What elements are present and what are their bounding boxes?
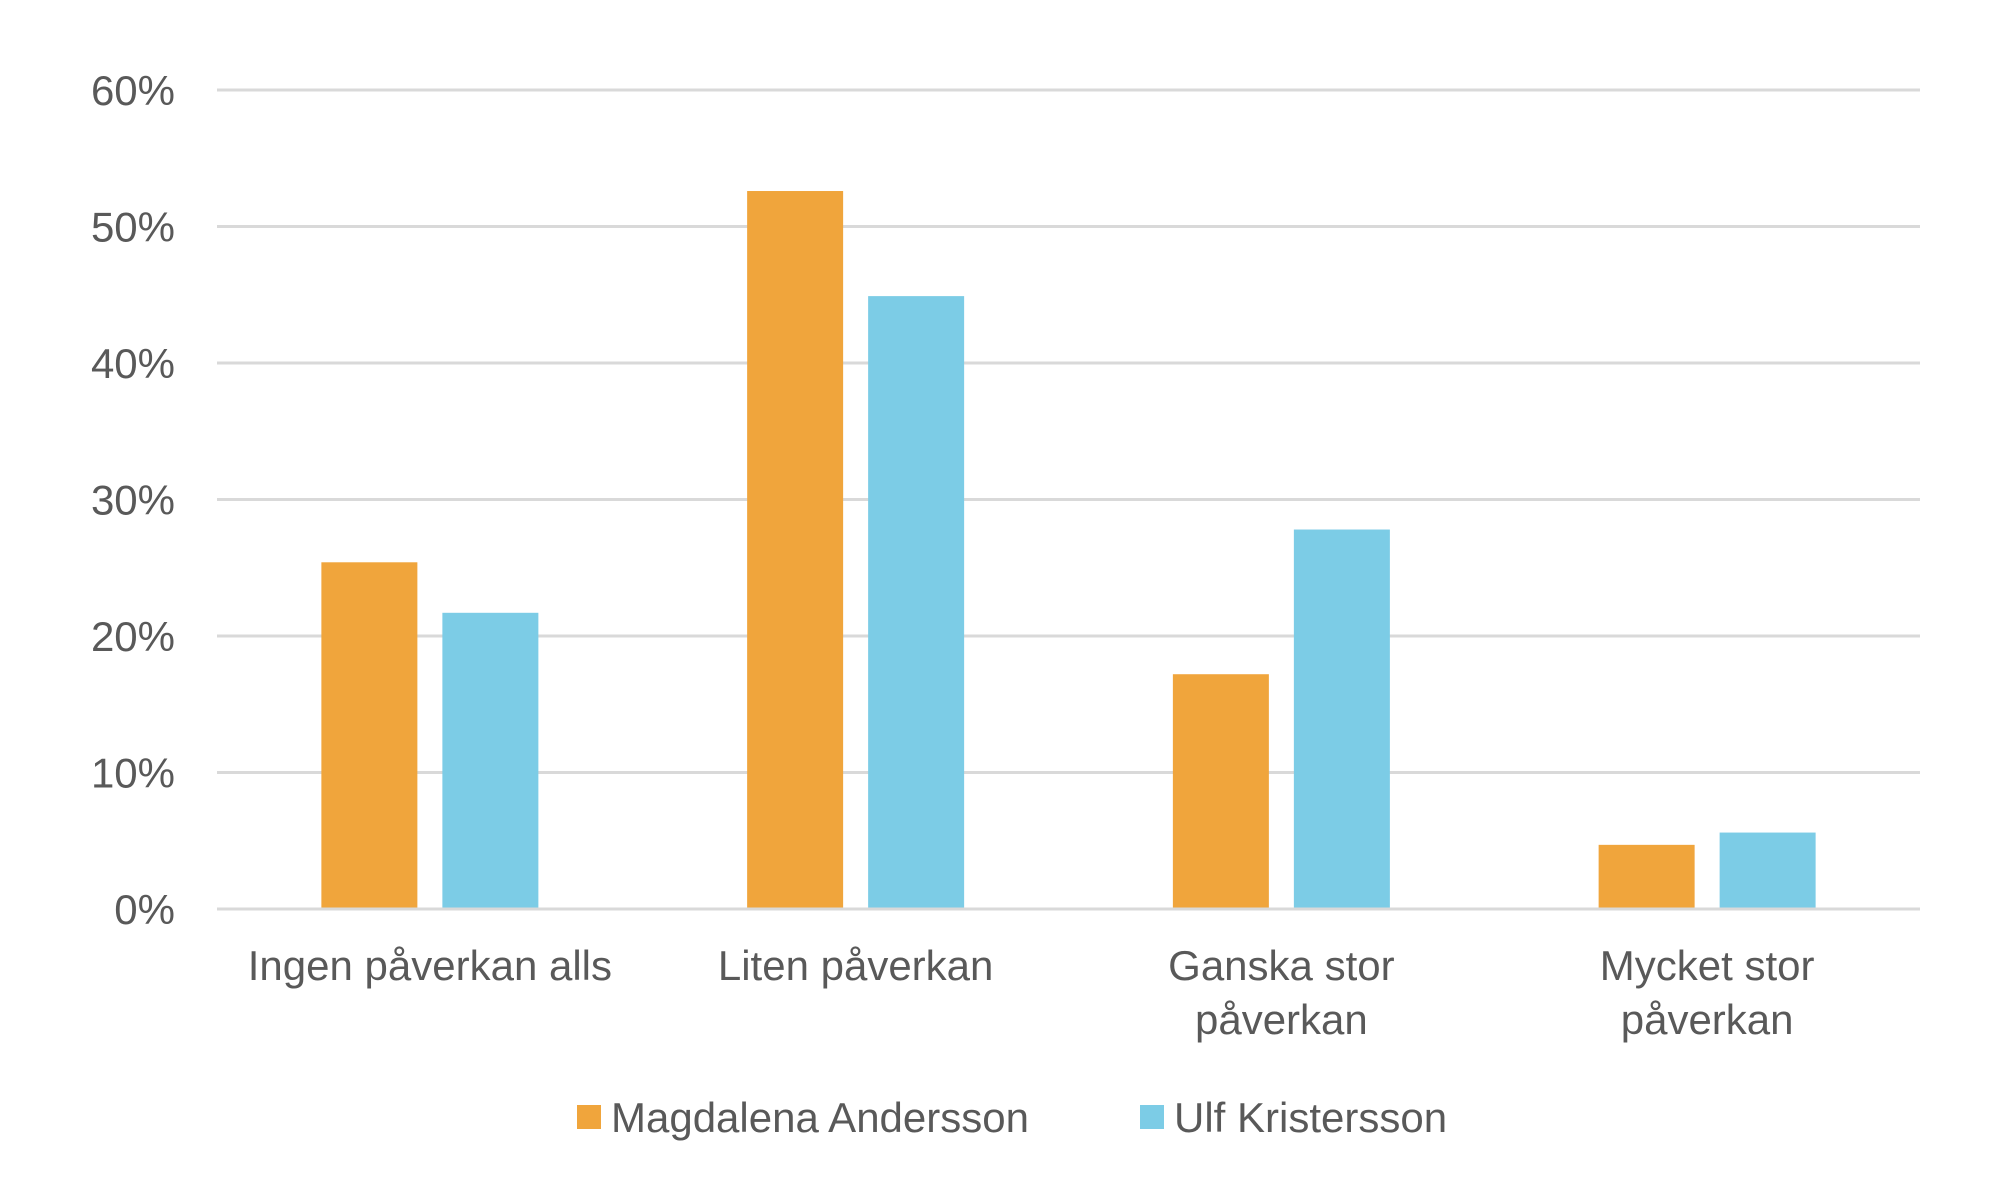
x-tick-label: Ganska stor [1168,942,1394,989]
bars [321,191,1816,909]
bar-kristersson [868,296,965,909]
legend-label: Ulf Kristersson [1174,1094,1447,1141]
legend-label: Magdalena Andersson [611,1094,1029,1141]
bar-kristersson [1293,529,1390,909]
bar-kristersson [1719,832,1816,909]
bar-andersson [321,562,418,909]
x-tick-label: Ingen påverkan alls [248,942,612,989]
legend: Magdalena Andersson Ulf Kristersson [577,1094,1447,1141]
y-tick-label: 20% [91,613,175,660]
x-tick-label: Mycket stor [1600,942,1815,989]
x-tick-label: påverkan [1621,996,1794,1043]
legend-swatch [1140,1105,1164,1129]
x-axis-labels: Ingen påverkan alls Liten påverkan Ganska … [248,942,1815,1043]
y-tick-label: 0% [114,886,175,933]
bar-andersson [1598,844,1695,909]
bar-kristersson [442,612,539,909]
y-axis-ticks: 0% 10% 20% 30% 40% 50% 60% [91,67,175,933]
y-tick-label: 30% [91,477,175,524]
bar-andersson [1172,674,1269,909]
y-tick-label: 50% [91,204,175,251]
y-tick-label: 60% [91,67,175,114]
y-tick-label: 40% [91,340,175,387]
x-tick-label: påverkan [1195,996,1368,1043]
x-tick-label: Liten påverkan [718,942,994,989]
y-tick-label: 10% [91,750,175,797]
bar-andersson [747,191,844,909]
legend-swatch [577,1105,601,1129]
